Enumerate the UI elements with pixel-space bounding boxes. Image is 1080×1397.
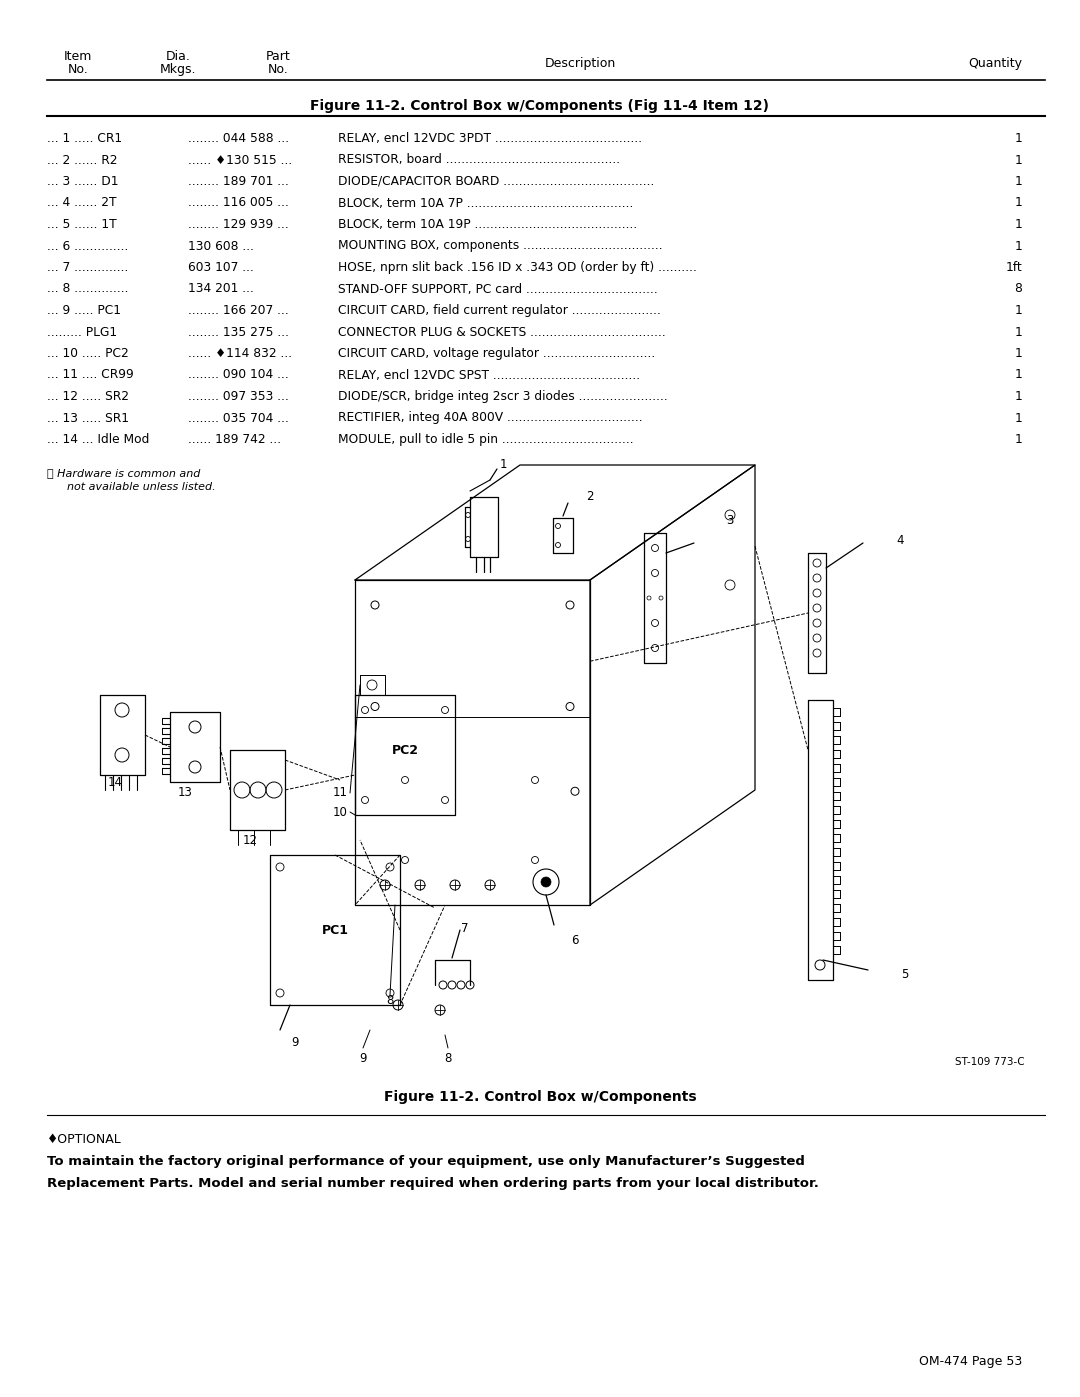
Text: STAND-OFF SUPPORT, PC card ..................................: STAND-OFF SUPPORT, PC card .............… [338, 282, 658, 296]
Text: ... 5 ...... 1T: ... 5 ...... 1T [48, 218, 117, 231]
Text: ... 4 ...... 2T: ... 4 ...... 2T [48, 197, 117, 210]
Text: RECTIFIER, integ 40A 800V ...................................: RECTIFIER, integ 40A 800V ..............… [338, 412, 643, 425]
Text: ........ 035 704 ...: ........ 035 704 ... [188, 412, 288, 425]
Text: ......... PLG1: ......... PLG1 [48, 326, 117, 338]
Text: RESISTOR, board .............................................: RESISTOR, board ........................… [338, 154, 620, 166]
Text: ........ 044 588 ...: ........ 044 588 ... [188, 131, 289, 145]
Text: 1: 1 [1014, 390, 1022, 402]
Text: ... 3 ...... D1: ... 3 ...... D1 [48, 175, 119, 189]
Text: BLOCK, term 10A 19P ..........................................: BLOCK, term 10A 19P ....................… [338, 218, 637, 231]
Text: 130 608 ...: 130 608 ... [188, 239, 254, 253]
Text: Item: Item [64, 50, 92, 63]
Text: BLOCK, term 10A 7P ...........................................: BLOCK, term 10A 7P .....................… [338, 197, 633, 210]
Text: RELAY, encl 12VDC SPST ......................................: RELAY, encl 12VDC SPST .................… [338, 369, 640, 381]
Text: ... 2 ...... R2: ... 2 ...... R2 [48, 154, 118, 166]
Text: not available unless listed.: not available unless listed. [67, 482, 216, 492]
Text: PC1: PC1 [322, 923, 349, 936]
Text: 1: 1 [1014, 412, 1022, 425]
Text: ...... ♦114 832 ...: ...... ♦114 832 ... [188, 346, 292, 360]
Text: 9: 9 [292, 1037, 299, 1049]
Text: Figure 11-2. Control Box w/Components (Fig 11-4 Item 12): Figure 11-2. Control Box w/Components (F… [311, 99, 769, 113]
Text: 11: 11 [333, 787, 348, 799]
Text: ...... ♦130 515 ...: ...... ♦130 515 ... [188, 154, 293, 166]
Text: 2: 2 [586, 490, 594, 503]
Text: ... 7 ..............: ... 7 .............. [48, 261, 129, 274]
Text: 1: 1 [1014, 369, 1022, 381]
Text: ........ 129 939 ...: ........ 129 939 ... [188, 218, 288, 231]
Text: ... 1 ..... CR1: ... 1 ..... CR1 [48, 131, 122, 145]
Text: ...... 189 742 ...: ...... 189 742 ... [188, 433, 281, 446]
Text: MOUNTING BOX, components ....................................: MOUNTING BOX, components ...............… [338, 239, 663, 253]
Text: 1: 1 [1014, 131, 1022, 145]
Text: No.: No. [268, 63, 288, 75]
Text: CIRCUIT CARD, field current regulator .......................: CIRCUIT CARD, field current regulator ..… [338, 305, 661, 317]
Text: ... 14 ... Idle Mod: ... 14 ... Idle Mod [48, 433, 149, 446]
Text: Replacement Parts. Model and serial number required when ordering parts from you: Replacement Parts. Model and serial numb… [48, 1178, 819, 1190]
Text: 1: 1 [499, 458, 507, 472]
Text: To maintain the factory original performance of your equipment, use only Manufac: To maintain the factory original perform… [48, 1155, 805, 1168]
Text: 8: 8 [1014, 282, 1022, 296]
Text: ⷏ Hardware is common and: ⷏ Hardware is common and [48, 468, 201, 479]
Text: 1: 1 [1014, 154, 1022, 166]
Text: 1: 1 [1014, 218, 1022, 231]
Text: No.: No. [68, 63, 89, 75]
Text: 13: 13 [177, 785, 192, 799]
Text: ... 12 ..... SR2: ... 12 ..... SR2 [48, 390, 129, 402]
Text: 1: 1 [1014, 305, 1022, 317]
Text: 10: 10 [333, 806, 348, 819]
Text: DIODE/CAPACITOR BOARD .......................................: DIODE/CAPACITOR BOARD ..................… [338, 175, 654, 189]
Text: 7: 7 [461, 922, 469, 936]
Text: ... 8 ..............: ... 8 .............. [48, 282, 129, 296]
Text: Part: Part [266, 50, 291, 63]
Text: ... 10 ..... PC2: ... 10 ..... PC2 [48, 346, 129, 360]
Text: 1ft: 1ft [1005, 261, 1022, 274]
Text: DIODE/SCR, bridge integ 2scr 3 diodes .......................: DIODE/SCR, bridge integ 2scr 3 diodes ..… [338, 390, 667, 402]
Text: 8: 8 [444, 1052, 451, 1065]
Text: Dia.: Dia. [165, 50, 190, 63]
Text: 5: 5 [902, 968, 908, 982]
Text: ........ 189 701 ...: ........ 189 701 ... [188, 175, 288, 189]
Text: ........ 097 353 ...: ........ 097 353 ... [188, 390, 288, 402]
Text: Quantity: Quantity [968, 57, 1022, 70]
Text: 6: 6 [571, 933, 579, 947]
Text: 1: 1 [1014, 433, 1022, 446]
Text: 14: 14 [108, 777, 122, 789]
Text: 1: 1 [1014, 346, 1022, 360]
Text: 1: 1 [1014, 326, 1022, 338]
Text: ........ 090 104 ...: ........ 090 104 ... [188, 369, 288, 381]
Text: CONNECTOR PLUG & SOCKETS ...................................: CONNECTOR PLUG & SOCKETS ...............… [338, 326, 665, 338]
Text: 1: 1 [1014, 239, 1022, 253]
Text: ........ 116 005 ...: ........ 116 005 ... [188, 197, 288, 210]
Text: 3: 3 [727, 514, 733, 528]
Text: 1: 1 [1014, 197, 1022, 210]
Text: 4: 4 [896, 534, 904, 546]
Text: Mkgs.: Mkgs. [160, 63, 197, 75]
Text: ... 9 ..... PC1: ... 9 ..... PC1 [48, 305, 121, 317]
Text: PC2: PC2 [391, 743, 419, 757]
Text: 8: 8 [387, 993, 394, 1006]
Text: ... 13 ..... SR1: ... 13 ..... SR1 [48, 412, 129, 425]
Text: CIRCUIT CARD, voltage regulator .............................: CIRCUIT CARD, voltage regulator ........… [338, 346, 656, 360]
Text: ... 11 .... CR99: ... 11 .... CR99 [48, 369, 134, 381]
Text: ... 6 ..............: ... 6 .............. [48, 239, 129, 253]
Text: 134 201 ...: 134 201 ... [188, 282, 254, 296]
Text: 12: 12 [243, 834, 257, 847]
Text: ♦OPTIONAL: ♦OPTIONAL [48, 1133, 122, 1146]
Text: RELAY, encl 12VDC 3PDT ......................................: RELAY, encl 12VDC 3PDT .................… [338, 131, 643, 145]
Text: 9: 9 [360, 1052, 367, 1065]
Text: MODULE, pull to idle 5 pin ..................................: MODULE, pull to idle 5 pin .............… [338, 433, 634, 446]
Text: Description: Description [544, 57, 616, 70]
Text: 1: 1 [1014, 175, 1022, 189]
Text: Figure 11-2. Control Box w/Components: Figure 11-2. Control Box w/Components [383, 1090, 697, 1104]
Text: ........ 166 207 ...: ........ 166 207 ... [188, 305, 288, 317]
Text: OM-474 Page 53: OM-474 Page 53 [919, 1355, 1022, 1368]
Text: ........ 135 275 ...: ........ 135 275 ... [188, 326, 289, 338]
Text: ST-109 773-C: ST-109 773-C [956, 1058, 1025, 1067]
Text: HOSE, nprn slit back .156 ID x .343 OD (order by ft) ..........: HOSE, nprn slit back .156 ID x .343 OD (… [338, 261, 697, 274]
Text: 603 107 ...: 603 107 ... [188, 261, 254, 274]
Circle shape [541, 877, 551, 887]
